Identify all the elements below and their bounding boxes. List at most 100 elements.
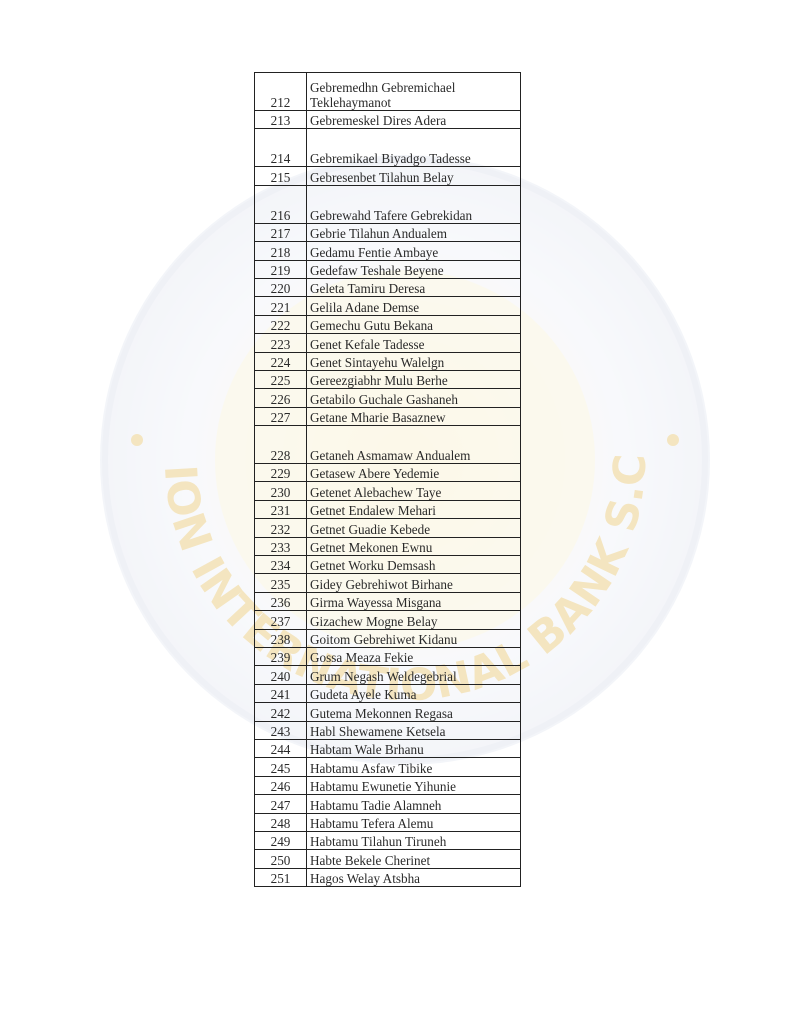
row-name: Habte Bekele Cherinet	[306, 849, 521, 869]
row-number: 236	[254, 591, 307, 612]
table-row: 229 Getasew Abere Yedemie	[254, 463, 521, 483]
row-number: 213	[254, 109, 307, 130]
table-row: 237 Gizachew Mogne Belay	[254, 610, 521, 630]
row-number: 219	[254, 259, 307, 279]
row-name: Grum Negash Weldegebrial	[306, 665, 521, 685]
table-row: 224 Genet Sintayehu Walelgn	[254, 351, 521, 371]
row-number: 225	[254, 369, 307, 390]
row-name: Gudeta Ayele Kuma	[306, 683, 521, 704]
row-name: Gebremeskel Dires Adera	[306, 109, 521, 130]
table-row: 234 Getnet Worku Demsash	[254, 555, 521, 575]
table-row: 246 Habtamu Ewunetie Yihunie	[254, 775, 521, 796]
row-number: 215	[254, 166, 307, 186]
table-row: 226 Getabilo Guchale Gashaneh	[254, 388, 521, 408]
table-row: 247 Habtamu Tadie Alamneh	[254, 794, 521, 814]
table-row: 223 Genet Kefale Tadesse	[254, 333, 521, 353]
row-number: 251	[254, 867, 307, 888]
table-row: 227 Getane Mharie Basaznew	[254, 406, 521, 427]
table-row: 212 Gebremedhn Gebremichael Teklehaymanot	[254, 72, 521, 111]
row-name: Habtamu Ewunetie Yihunie	[306, 775, 521, 796]
row-number: 234	[254, 555, 307, 575]
row-number: 212	[254, 72, 307, 111]
row-name: Habtamu Tilahun Tiruneh	[306, 830, 521, 851]
row-name: Gemechu Gutu Bekana	[306, 314, 521, 335]
row-name: Gizachew Mogne Belay	[306, 610, 521, 630]
row-number: 226	[254, 388, 307, 408]
row-number: 221	[254, 296, 307, 316]
table-row: 221 Gelila Adane Demse	[254, 296, 521, 316]
row-number: 235	[254, 573, 307, 593]
row-name: Gebrewahd Tafere Gebrekidan	[306, 184, 521, 224]
table-row: 238 Goitom Gebrehiwet Kidanu	[254, 628, 521, 648]
row-number: 220	[254, 277, 307, 298]
row-number: 237	[254, 610, 307, 630]
table-row: 240 Grum Negash Weldegebrial	[254, 665, 521, 685]
row-number: 227	[254, 406, 307, 427]
row-number: 224	[254, 351, 307, 371]
row-name: Habl Shewamene Ketsela	[306, 720, 521, 740]
table-row: 213 Gebremeskel Dires Adera	[254, 109, 521, 130]
table-row: 214 Gebremikael Biyadgo Tadesse	[254, 128, 521, 168]
row-name: Gedamu Fentie Ambaye	[306, 241, 521, 261]
row-name: Gebremikael Biyadgo Tadesse	[306, 128, 521, 168]
table-row: 222 Gemechu Gutu Bekana	[254, 314, 521, 335]
row-name: Genet Kefale Tadesse	[306, 333, 521, 353]
table-row: 233 Getnet Mekonen Ewnu	[254, 536, 521, 557]
table-row: 236 Girma Wayessa Misgana	[254, 591, 521, 612]
row-number: 249	[254, 830, 307, 851]
row-number: 223	[254, 333, 307, 353]
table-row: 249 Habtamu Tilahun Tiruneh	[254, 830, 521, 851]
name-list-table: 212 Gebremedhn Gebremichael Teklehaymanot…	[254, 72, 521, 888]
table-row: 231 Getnet Endalew Mehari	[254, 499, 521, 520]
row-name: Girma Wayessa Misgana	[306, 591, 521, 612]
table-row: 218 Gedamu Fentie Ambaye	[254, 241, 521, 261]
row-name: Getane Mharie Basaznew	[306, 406, 521, 427]
row-name: Gebresenbet Tilahun Belay	[306, 166, 521, 186]
table-row: 225 Gereezgiabhr Mulu Berhe	[254, 369, 521, 390]
row-name: Hagos Welay Atsbha	[306, 867, 521, 888]
table-row: 243 Habl Shewamene Ketsela	[254, 720, 521, 740]
table-row: 215 Gebresenbet Tilahun Belay	[254, 166, 521, 186]
row-name: Getenet Alebachew Taye	[306, 481, 521, 501]
table-row: 241 Gudeta Ayele Kuma	[254, 683, 521, 704]
table-row: 239 Gossa Meaza Fekie	[254, 646, 521, 667]
table-row: 232 Getnet Guadie Kebede	[254, 518, 521, 538]
table-row: 230 Getenet Alebachew Taye	[254, 481, 521, 501]
table-row: 228 Getaneh Asmamaw Andualem	[254, 425, 521, 465]
table-row: 245 Habtamu Asfaw Tibike	[254, 757, 521, 777]
row-number: 242	[254, 702, 307, 722]
row-number: 217	[254, 222, 307, 243]
row-name: Gereezgiabhr Mulu Berhe	[306, 369, 521, 390]
row-number: 228	[254, 425, 307, 465]
row-name: Gelila Adane Demse	[306, 296, 521, 316]
row-number: 240	[254, 665, 307, 685]
table-row: 242 Gutema Mekonnen Regasa	[254, 702, 521, 722]
row-number: 229	[254, 463, 307, 483]
row-number: 246	[254, 775, 307, 796]
row-name: Getaneh Asmamaw Andualem	[306, 425, 521, 465]
table-row: 216 Gebrewahd Tafere Gebrekidan	[254, 184, 521, 224]
row-name: Gutema Mekonnen Regasa	[306, 702, 521, 722]
row-name: Goitom Gebrehiwet Kidanu	[306, 628, 521, 648]
row-name: Habtamu Tefera Alemu	[306, 812, 521, 832]
table-row: 235 Gidey Gebrehiwot Birhane	[254, 573, 521, 593]
row-number: 247	[254, 794, 307, 814]
row-number: 239	[254, 646, 307, 667]
row-name: Getnet Endalew Mehari	[306, 499, 521, 520]
row-name: Genet Sintayehu Walelgn	[306, 351, 521, 371]
row-number: 218	[254, 241, 307, 261]
row-name: Getnet Worku Demsash	[306, 555, 521, 575]
row-name: Habtamu Asfaw Tibike	[306, 757, 521, 777]
row-name: Geleta Tamiru Deresa	[306, 277, 521, 298]
row-number: 233	[254, 536, 307, 557]
row-number: 222	[254, 314, 307, 335]
table-row: 217 Gebrie Tilahun Andualem	[254, 222, 521, 243]
row-name: Habtam Wale Brhanu	[306, 738, 521, 759]
table-row: 250 Habte Bekele Cherinet	[254, 849, 521, 869]
row-name: Getnet Guadie Kebede	[306, 518, 521, 538]
row-name: Getasew Abere Yedemie	[306, 463, 521, 483]
table-row: 244 Habtam Wale Brhanu	[254, 738, 521, 759]
row-name: Gebremedhn Gebremichael Teklehaymanot	[306, 72, 521, 111]
row-number: 245	[254, 757, 307, 777]
row-name: Getabilo Guchale Gashaneh	[306, 388, 521, 408]
